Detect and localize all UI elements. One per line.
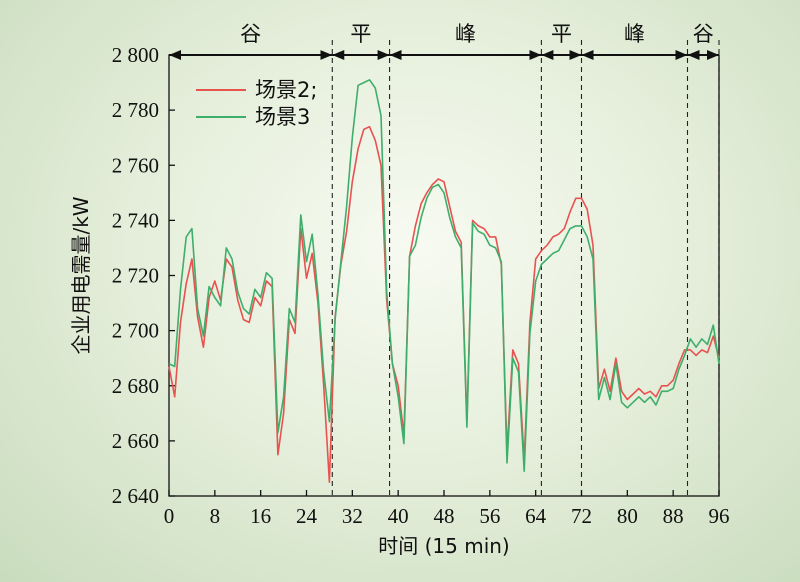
legend-label: 场景3 — [255, 105, 310, 129]
x-tick-label: 72 — [571, 504, 592, 528]
period-annotations: 谷平峰平峰谷 — [169, 22, 720, 496]
y-tick-label: 2 720 — [112, 264, 159, 288]
series-lines — [168, 79, 720, 484]
period-label: 谷 — [693, 22, 714, 46]
x-tick-label: 96 — [709, 504, 730, 528]
x-tick-label: 48 — [434, 504, 455, 528]
x-tick-label: 32 — [342, 504, 363, 528]
y-tick-label: 2 700 — [112, 319, 159, 343]
series-line — [168, 79, 720, 473]
legend: 场景2; 场景3 — [196, 78, 317, 129]
axes: 2 640 2 660 2 680 2 700 2 720 2 740 2 760 2 780… — [112, 43, 730, 528]
legend-label: 场景2; — [255, 78, 317, 102]
y-tick-label: 2 760 — [112, 153, 159, 177]
period-label: 平 — [551, 22, 572, 46]
period-label: 谷 — [240, 22, 261, 46]
period-label: 峰 — [624, 22, 645, 46]
y-tick-label: 2 680 — [112, 374, 159, 398]
y-tick-label: 2 780 — [112, 98, 159, 122]
x-tick-label: 24 — [296, 504, 318, 528]
y-tick-label: 2 640 — [112, 484, 159, 508]
x-tick-label: 56 — [479, 504, 500, 528]
x-tick-label: 80 — [617, 504, 638, 528]
series-line — [168, 125, 720, 484]
plot-frame — [168, 54, 720, 497]
period-label: 峰 — [455, 22, 476, 46]
y-tick-label: 2 660 — [112, 429, 159, 453]
x-tick-label: 40 — [388, 504, 409, 528]
period-label: 平 — [350, 22, 371, 46]
x-tick-label: 88 — [663, 504, 684, 528]
x-tick-label: 8 — [210, 504, 221, 528]
y-tick-label: 2 800 — [112, 43, 159, 67]
x-tick-label: 64 — [525, 504, 547, 528]
x-tick-label: 16 — [250, 504, 271, 528]
y-tick-label: 2 740 — [112, 208, 159, 232]
x-tick-label: 0 — [164, 504, 175, 528]
x-axis-title: 时间 (15 min) — [378, 534, 509, 558]
y-axis-title: 企业用电需量/kW — [69, 196, 93, 354]
